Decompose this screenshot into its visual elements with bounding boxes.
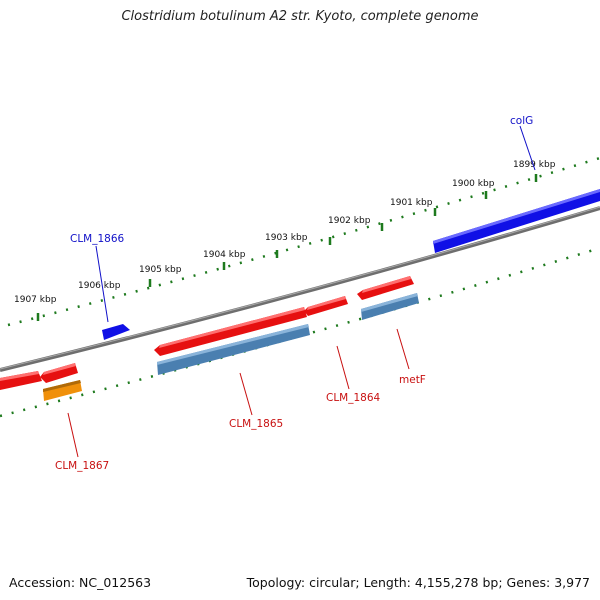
gene-CLM_1864-arrow[interactable] (304, 296, 348, 316)
genome-summary-text: Topology: circular; Length: 4,155,278 bp… (246, 575, 590, 590)
gene-CLM_1865-cds[interactable] (157, 324, 310, 375)
gene-label-CLM_1867[interactable]: CLM_1867 (55, 460, 109, 472)
scale-tick-label: 1901 kbp (390, 198, 433, 208)
leader-CLM_1867 (67, 412, 79, 458)
outer-tick-track (7, 156, 600, 327)
gene-CLM_1867-cds[interactable] (43, 380, 82, 401)
gene-CLM_1866-arrow[interactable] (102, 324, 130, 340)
scale-tick-label: 1899 kbp (513, 160, 556, 170)
scale-tick-label: 1906 kbp (78, 281, 121, 291)
scale-tick-label: 1903 kbp (265, 233, 308, 243)
leader-CLM_1866 (95, 245, 109, 323)
gene-label-CLM_1864[interactable]: CLM_1864 (326, 392, 381, 404)
leader-CLM_1865 (239, 372, 253, 416)
gene-label-metF[interactable]: metF (399, 374, 426, 386)
gene-label-CLM_1866[interactable]: CLM_1866 (70, 233, 125, 245)
scale-tick-label: 1905 kbp (139, 265, 182, 275)
leader-metF (396, 328, 410, 370)
scale-tick-label: 1907 kbp (14, 295, 57, 305)
gene-colG-arrow[interactable] (433, 189, 600, 253)
scale-tick-label: 1904 kbp (203, 250, 246, 260)
gene-label-CLM_1865[interactable]: CLM_1865 (229, 418, 283, 430)
gene-label-colG[interactable]: colG (510, 115, 533, 127)
map-title: Clostridium botulinum A2 str. Kyoto, com… (121, 9, 479, 24)
scale-tick-label: 1902 kbp (328, 216, 371, 226)
leader-CLM_1864 (336, 345, 350, 390)
gene-CLM_1867-arrow[interactable] (0, 363, 78, 390)
leader-colG (519, 125, 536, 171)
scale-tick-label: 1900 kbp (452, 179, 495, 189)
genome-backbone (0, 206, 600, 372)
gene-metF-arrow[interactable] (357, 276, 414, 300)
gene-CLM_1865-arrow[interactable] (154, 307, 307, 356)
genome-backbone-highlight (0, 206, 600, 370)
gene-metF-cds[interactable] (361, 293, 419, 320)
accession-text: Accession: NC_012563 (9, 575, 152, 590)
